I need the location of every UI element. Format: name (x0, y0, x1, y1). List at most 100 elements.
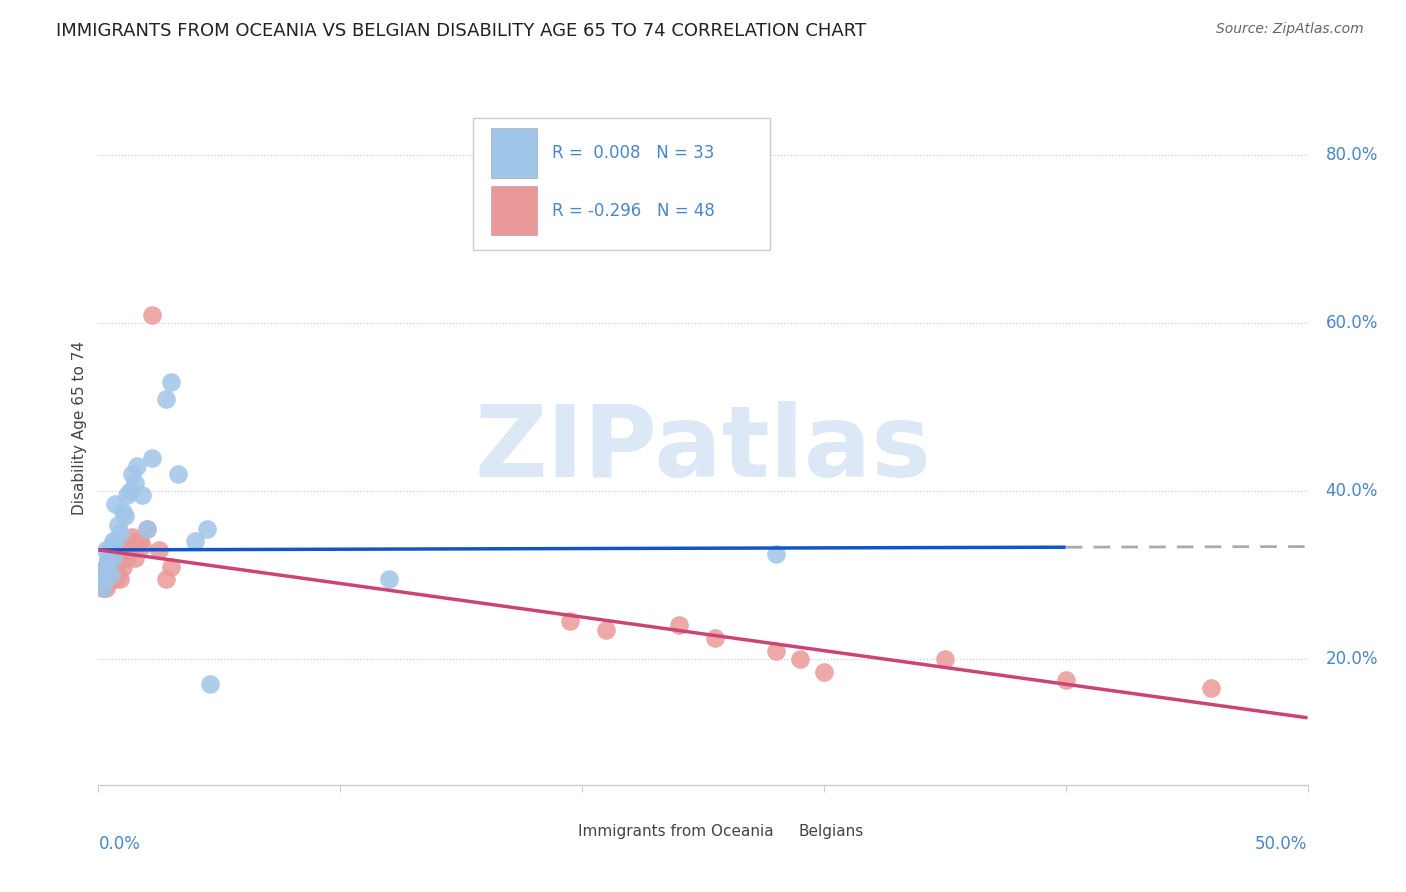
Point (135, 522, 157, 536)
Point (107, 517, 129, 532)
Point (1054, 673, 1077, 687)
Point (100, 568, 122, 582)
Point (91, 568, 114, 582)
Point (1199, 681, 1222, 696)
Point (94, 542, 117, 557)
Point (117, 488, 139, 502)
Point (118, 542, 141, 557)
Point (167, 467, 190, 482)
Text: 50.0%: 50.0% (1256, 835, 1308, 853)
Point (934, 652, 956, 666)
Text: 60.0%: 60.0% (1326, 314, 1378, 332)
Point (124, 475, 146, 490)
Point (111, 559, 134, 574)
Text: Belgians: Belgians (799, 824, 863, 838)
Y-axis label: Disability Age 65 to 74: Disability Age 65 to 74 (72, 341, 87, 516)
Point (101, 542, 124, 557)
Point (94, 572, 117, 586)
Point (558, 614, 581, 628)
Point (128, 534, 150, 549)
Point (100, 539, 122, 553)
Point (160, 559, 183, 574)
Point (121, 530, 143, 544)
Point (97, 556, 120, 570)
Point (155, 572, 177, 586)
Point (704, 631, 727, 645)
Point (94, 581, 117, 595)
Point (813, 665, 835, 679)
Text: R = -0.296   N = 48: R = -0.296 N = 48 (551, 202, 714, 219)
Point (104, 564, 127, 578)
Point (101, 534, 124, 549)
Point (108, 542, 131, 557)
FancyBboxPatch shape (474, 118, 769, 250)
Point (111, 505, 134, 519)
Point (100, 572, 122, 586)
Text: ZIPatlas: ZIPatlas (475, 401, 931, 498)
Point (377, 572, 399, 586)
Point (111, 547, 134, 561)
Point (108, 572, 131, 586)
FancyBboxPatch shape (492, 186, 537, 235)
FancyBboxPatch shape (534, 818, 564, 845)
Point (198, 677, 221, 691)
Point (141, 450, 163, 465)
Point (765, 643, 787, 657)
Point (91, 568, 114, 582)
Text: IMMIGRANTS FROM OCEANIA VS BELGIAN DISABILITY AGE 65 TO 74 CORRELATION CHART: IMMIGRANTS FROM OCEANIA VS BELGIAN DISAB… (56, 22, 866, 40)
Point (91, 581, 114, 595)
Point (160, 375, 183, 389)
Point (97, 576, 120, 591)
Point (94, 559, 117, 574)
FancyBboxPatch shape (492, 128, 537, 178)
FancyBboxPatch shape (754, 818, 785, 845)
Text: 80.0%: 80.0% (1326, 146, 1378, 164)
Point (90, 564, 112, 578)
Point (184, 534, 207, 549)
Point (108, 526, 131, 541)
Point (90, 572, 112, 586)
Point (100, 551, 122, 566)
Point (97, 564, 120, 578)
Point (104, 534, 127, 549)
Point (100, 568, 122, 582)
Text: Immigrants from Oceania: Immigrants from Oceania (578, 824, 775, 838)
Point (107, 556, 129, 570)
Point (127, 534, 149, 549)
Point (765, 547, 787, 561)
Point (127, 458, 149, 473)
Point (124, 551, 146, 566)
Point (91, 581, 114, 595)
Text: 20.0%: 20.0% (1326, 650, 1378, 668)
Point (114, 539, 136, 553)
Point (107, 568, 129, 582)
Point (131, 488, 153, 502)
Point (104, 547, 127, 561)
Point (668, 618, 690, 632)
Point (141, 308, 163, 322)
Point (148, 542, 170, 557)
Text: R =  0.008   N = 33: R = 0.008 N = 33 (551, 145, 714, 162)
Text: 0.0%: 0.0% (98, 835, 141, 853)
Point (118, 484, 141, 499)
Point (94, 559, 117, 574)
Point (195, 522, 218, 536)
Point (155, 392, 177, 406)
Text: Source: ZipAtlas.com: Source: ZipAtlas.com (1216, 22, 1364, 37)
Point (104, 497, 127, 511)
Point (101, 572, 124, 586)
Point (114, 509, 136, 524)
Point (117, 551, 139, 566)
Point (121, 467, 143, 482)
Point (90, 572, 112, 586)
Text: 40.0%: 40.0% (1326, 482, 1378, 500)
Point (97, 564, 120, 578)
Point (104, 572, 127, 586)
Point (97, 551, 120, 566)
Point (789, 652, 811, 666)
Point (101, 559, 124, 574)
Point (595, 623, 617, 637)
Point (135, 522, 157, 536)
Point (101, 551, 124, 566)
Point (131, 539, 153, 553)
